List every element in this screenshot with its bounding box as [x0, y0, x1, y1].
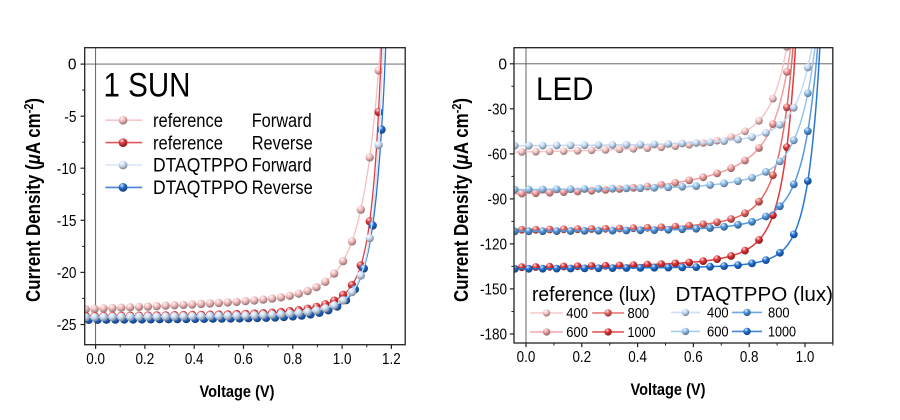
svg-text:1.0: 1.0: [796, 349, 815, 366]
svg-text:-60: -60: [488, 147, 508, 164]
svg-text:800: 800: [768, 306, 790, 322]
svg-text:Voltage (V): Voltage (V): [631, 380, 706, 399]
svg-text:1 SUN: 1 SUN: [104, 67, 191, 105]
svg-text:-90: -90: [488, 192, 508, 209]
svg-text:DTAQTPPO (lux): DTAQTPPO (lux): [676, 284, 834, 306]
svg-text:0.2: 0.2: [572, 349, 591, 366]
svg-text:Forward: Forward: [252, 111, 312, 132]
svg-text:-30: -30: [488, 101, 508, 118]
svg-text:reference: reference: [153, 111, 223, 132]
svg-text:0: 0: [498, 56, 507, 73]
svg-text:0.2: 0.2: [136, 351, 155, 368]
svg-text:0.0: 0.0: [517, 349, 536, 366]
svg-text:reference: reference: [153, 133, 223, 154]
svg-text:0: 0: [68, 57, 77, 74]
svg-text:LED: LED: [536, 71, 594, 107]
svg-text:800: 800: [628, 306, 650, 322]
svg-text:1000: 1000: [768, 325, 796, 341]
svg-text:Current Density (μA cm-2): Current Density (μA cm-2): [449, 98, 473, 302]
svg-text:0.4: 0.4: [628, 349, 647, 366]
svg-text:0.6: 0.6: [684, 349, 703, 366]
svg-text:0.6: 0.6: [234, 351, 253, 368]
svg-text:-180: -180: [480, 327, 507, 344]
svg-text:-20: -20: [57, 265, 77, 282]
svg-text:600: 600: [707, 325, 729, 341]
svg-text:0.0: 0.0: [86, 351, 105, 368]
svg-text:-10: -10: [57, 161, 77, 178]
svg-text:600: 600: [566, 325, 588, 341]
svg-text:1.0: 1.0: [333, 351, 352, 368]
svg-text:-15: -15: [57, 213, 77, 230]
svg-text:0.4: 0.4: [185, 351, 204, 368]
svg-text:Reverse: Reverse: [252, 133, 313, 154]
svg-text:Forward: Forward: [252, 156, 312, 177]
svg-text:Current Density (μA cm-2): Current Density (μA cm-2): [21, 98, 45, 302]
svg-text:400: 400: [566, 306, 588, 322]
svg-text:-25: -25: [57, 317, 77, 334]
svg-text:-120: -120: [480, 237, 507, 254]
svg-text:400: 400: [707, 306, 729, 322]
svg-text:-5: -5: [64, 109, 76, 126]
svg-text:0.8: 0.8: [283, 351, 302, 368]
svg-text:Reverse: Reverse: [252, 178, 313, 199]
svg-text:-150: -150: [480, 282, 507, 299]
svg-text:reference (lux): reference (lux): [532, 284, 656, 306]
svg-text:DTAQTPPO: DTAQTPPO: [153, 178, 248, 199]
svg-text:1.2: 1.2: [382, 351, 401, 368]
svg-text:1000: 1000: [628, 325, 656, 341]
svg-text:DTAQTPPO: DTAQTPPO: [153, 156, 248, 177]
svg-text:0.8: 0.8: [740, 349, 759, 366]
svg-text:Voltage (V): Voltage (V): [200, 382, 275, 401]
